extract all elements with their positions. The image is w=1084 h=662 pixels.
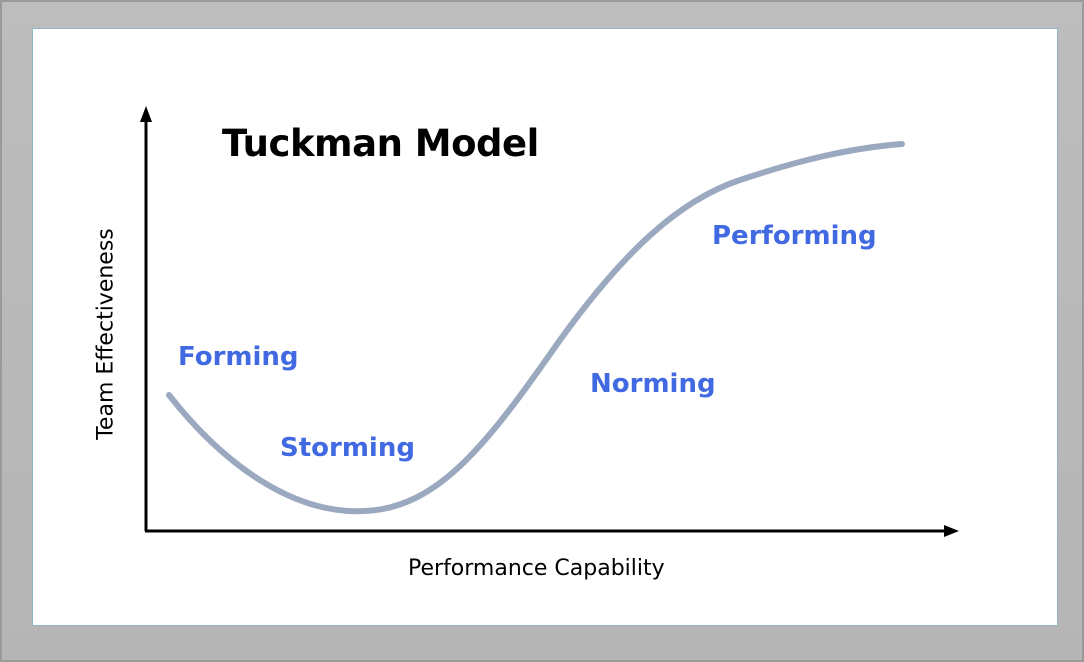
stage-label-performing: Performing bbox=[712, 221, 877, 251]
slide-canvas bbox=[32, 28, 1058, 626]
x-axis-label: Performance Capability bbox=[408, 556, 665, 581]
y-axis-label: Team Effectiveness bbox=[93, 228, 119, 440]
diagram-title: Tuckman Model bbox=[222, 122, 539, 165]
stage-label-storming: Storming bbox=[280, 433, 415, 463]
y-axis-arrowhead bbox=[140, 106, 152, 122]
tuckman-curve bbox=[166, 141, 905, 515]
stage-label-norming: Norming bbox=[590, 369, 716, 399]
stage-label-forming: Forming bbox=[178, 342, 299, 372]
x-axis-arrowhead bbox=[944, 525, 959, 537]
